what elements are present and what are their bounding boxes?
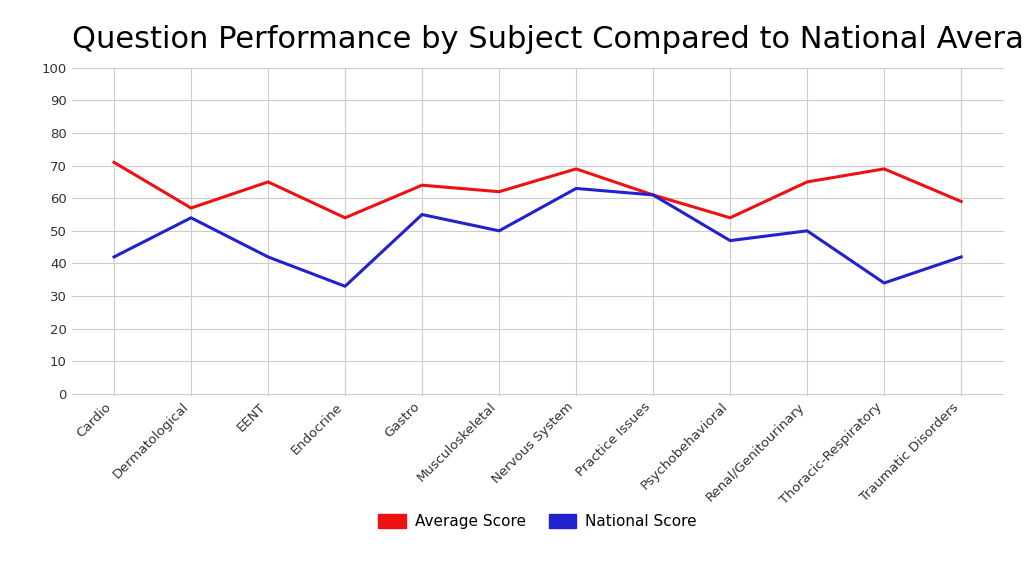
- Text: Question Performance by Subject Compared to National Average: Question Performance by Subject Compared…: [72, 25, 1024, 54]
- Legend: Average Score, National Score: Average Score, National Score: [372, 508, 703, 535]
